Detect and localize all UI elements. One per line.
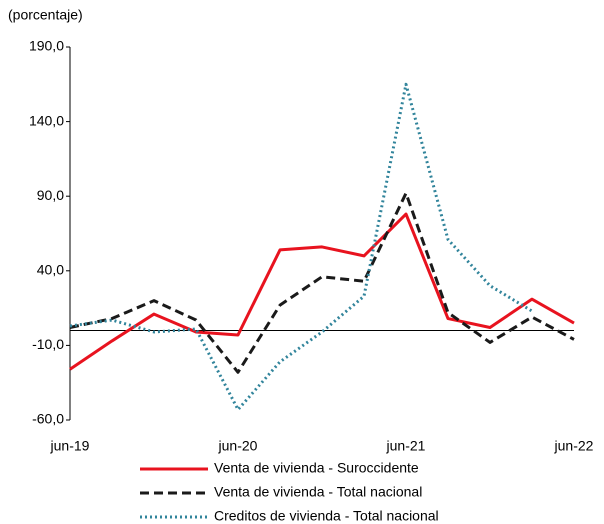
series-line: [69, 191, 575, 374]
legend-label: Creditos de vivienda - Total nacional: [214, 508, 439, 524]
x-tick-label: jun-19: [50, 438, 90, 454]
y-tick-label: -10,0: [32, 336, 64, 352]
series-line: [69, 212, 575, 371]
x-tick-label: jun-20: [218, 438, 258, 454]
legend-label: Venta de vivienda - Suroccidente: [214, 460, 419, 476]
y-tick-label: 140,0: [29, 112, 64, 128]
y-tick-label: 190,0: [29, 38, 64, 54]
x-tick-label: jun-22: [554, 438, 594, 454]
y-tick-label: 90,0: [37, 187, 64, 203]
legend-label: Venta de vivienda - Total nacional: [214, 484, 422, 500]
y-tick-label: -60,0: [32, 411, 64, 427]
chart-subtitle: (porcentaje): [8, 7, 83, 23]
y-tick-label: 40,0: [37, 262, 64, 278]
series-line: [69, 82, 533, 412]
x-tick-label: jun-21: [386, 438, 426, 454]
